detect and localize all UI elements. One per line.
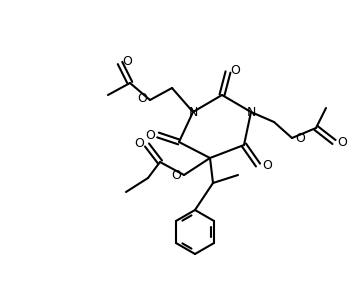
Text: O: O — [295, 132, 305, 144]
Text: O: O — [137, 91, 147, 105]
Text: O: O — [230, 64, 240, 76]
Text: O: O — [171, 169, 181, 181]
Text: O: O — [145, 129, 155, 141]
Text: N: N — [246, 106, 256, 118]
Text: O: O — [122, 54, 132, 68]
Text: N: N — [188, 106, 198, 118]
Text: O: O — [337, 136, 347, 148]
Text: O: O — [262, 159, 272, 171]
Text: O: O — [134, 136, 144, 150]
